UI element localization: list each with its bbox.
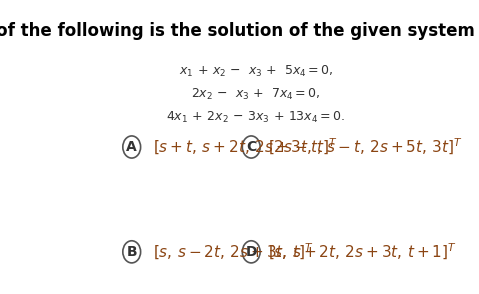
Text: B: B <box>126 245 137 259</box>
Text: $[s+t,\, s+2t,\, 2s+3t,\, t]^T$: $[s+t,\, s+2t,\, 2s+3t,\, t]^T$ <box>153 137 338 157</box>
Text: Which of the following is the solution of the given system below?: Which of the following is the solution o… <box>0 22 479 40</box>
Text: C: C <box>246 140 256 154</box>
Text: $[s,\, s-2t,\, 2s+3t,\, t]^T$: $[s,\, s-2t,\, 2s+3t,\, t]^T$ <box>153 242 313 262</box>
Text: $x_1\, +\, x_2\, -\;\, x_3\, +\;\, 5x_4 = 0,$: $x_1\, +\, x_2\, -\;\, x_3\, +\;\, 5x_4 … <box>179 64 333 79</box>
Text: $[s,\, s+2t,\, 2s+3t,\, t+1]^T$: $[s,\, s+2t,\, 2s+3t,\, t+1]^T$ <box>268 242 456 262</box>
Text: A: A <box>126 140 137 154</box>
Text: $2x_2\, -\;\, x_3\, +\;\, 7x_4 = 0,$: $2x_2\, -\;\, x_3\, +\;\, 7x_4 = 0,$ <box>191 87 320 102</box>
Text: $[2s-t,\, s-t,\, 2s+5t,\, 3t]^T$: $[2s-t,\, s-t,\, 2s+5t,\, 3t]^T$ <box>268 137 462 157</box>
Text: $4x_1\, +\, 2x_2\, -\, 3x_3\, +\, 13x_4 = 0.$: $4x_1\, +\, 2x_2\, -\, 3x_3\, +\, 13x_4 … <box>166 110 345 126</box>
Text: D: D <box>245 245 257 259</box>
